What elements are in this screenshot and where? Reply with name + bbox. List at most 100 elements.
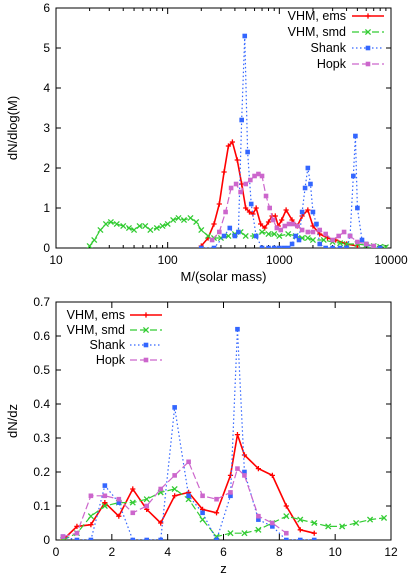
data-point — [102, 220, 109, 228]
data-point — [347, 233, 353, 239]
data-point — [223, 209, 228, 215]
legend-label: VHM, smd — [67, 323, 125, 337]
data-point — [130, 226, 138, 234]
data-point — [242, 473, 247, 478]
x-tick-label: 4 — [164, 545, 171, 559]
data-point — [193, 218, 200, 226]
data-point — [88, 493, 94, 499]
data-point — [229, 139, 236, 145]
data-point — [74, 537, 80, 540]
data-point — [285, 245, 291, 248]
data-point — [253, 233, 259, 239]
data-point — [302, 185, 308, 191]
data-point — [186, 493, 191, 499]
data-point — [263, 193, 269, 199]
data-point — [258, 221, 264, 227]
data-point — [213, 510, 220, 516]
data-point — [214, 496, 219, 502]
data-point — [130, 486, 136, 492]
legend-marker — [365, 13, 371, 19]
data-point — [235, 466, 240, 471]
data-point — [217, 229, 222, 235]
data-point — [355, 205, 360, 211]
chart-panel-1: 0 1 2 3 4 5 6 10 100 1000 10000 M/(solar mass) dN/dl… — [5, 1, 408, 284]
data-point — [198, 245, 204, 248]
data-point — [228, 493, 233, 499]
y-tick-label: 0.5 — [33, 363, 50, 377]
data-point — [113, 220, 120, 228]
data-point — [314, 221, 319, 227]
data-point — [359, 237, 365, 243]
data-point — [330, 237, 335, 243]
data-point — [88, 537, 94, 540]
data-point — [317, 241, 323, 247]
data-point — [245, 149, 250, 155]
data-point — [227, 530, 234, 537]
x-tick-label: 0 — [53, 545, 60, 559]
x-tick-label: 100 — [158, 253, 178, 267]
data-point — [265, 230, 272, 238]
data-point — [232, 233, 238, 239]
data-point — [270, 524, 275, 529]
x-tick-label: 10 — [328, 545, 342, 559]
data-point — [87, 513, 94, 520]
data-point — [276, 232, 283, 240]
data-point — [74, 530, 80, 536]
data-point — [256, 171, 261, 177]
data-point — [74, 523, 80, 529]
data-point — [258, 228, 266, 236]
y-tick-label: 0.4 — [33, 397, 50, 411]
data-point — [284, 530, 289, 536]
data-point — [265, 219, 272, 225]
data-point — [120, 222, 127, 230]
data-point — [337, 245, 343, 248]
data-point — [311, 519, 318, 527]
data-point — [271, 245, 277, 248]
y-tick-label: 0.1 — [33, 499, 50, 513]
data-point — [363, 241, 369, 247]
data-point — [299, 227, 305, 233]
y-axis-label: dN/dlog(M) — [5, 96, 20, 160]
data-point — [311, 530, 317, 536]
data-point — [136, 222, 143, 230]
x-tick-label: 10000 — [374, 253, 408, 267]
data-point — [353, 133, 358, 139]
data-point — [130, 537, 136, 540]
x-tick-label: 6 — [220, 545, 227, 559]
data-point — [227, 472, 234, 478]
series-4 — [60, 459, 289, 539]
x-tick-label: 2 — [108, 545, 115, 559]
legend-marker — [365, 61, 371, 67]
data-point — [248, 177, 253, 183]
legend-marker — [143, 357, 149, 363]
data-point — [295, 223, 300, 229]
data-point — [144, 503, 150, 509]
data-point — [323, 231, 328, 237]
data-point — [271, 230, 278, 238]
data-point — [186, 459, 191, 465]
data-point — [339, 523, 346, 530]
y-tick-label: 3 — [43, 121, 50, 135]
data-point — [278, 227, 284, 233]
data-point — [284, 537, 289, 540]
data-point — [283, 207, 289, 213]
data-point — [116, 513, 122, 519]
data-point — [234, 157, 240, 163]
data-point — [91, 236, 98, 244]
data-point — [305, 229, 311, 235]
data-point — [371, 243, 377, 248]
data-point — [270, 217, 276, 223]
y-tick-label: 2 — [43, 161, 50, 175]
data-point — [102, 500, 108, 506]
data-point — [239, 117, 244, 123]
data-point — [256, 513, 261, 519]
data-point — [317, 227, 323, 233]
data-point — [330, 245, 335, 248]
x-axis-label: z — [220, 561, 227, 576]
chart-panel-2: 0 0.1 0.2 0.3 0.4 0.5 0.6 0.7 0 2 4 6 8 10 12 z dN/dz VHM… — [5, 295, 398, 576]
data-point — [211, 245, 217, 248]
y-tick-label: 0.2 — [33, 465, 50, 479]
data-point — [172, 473, 177, 478]
data-point — [214, 537, 219, 540]
